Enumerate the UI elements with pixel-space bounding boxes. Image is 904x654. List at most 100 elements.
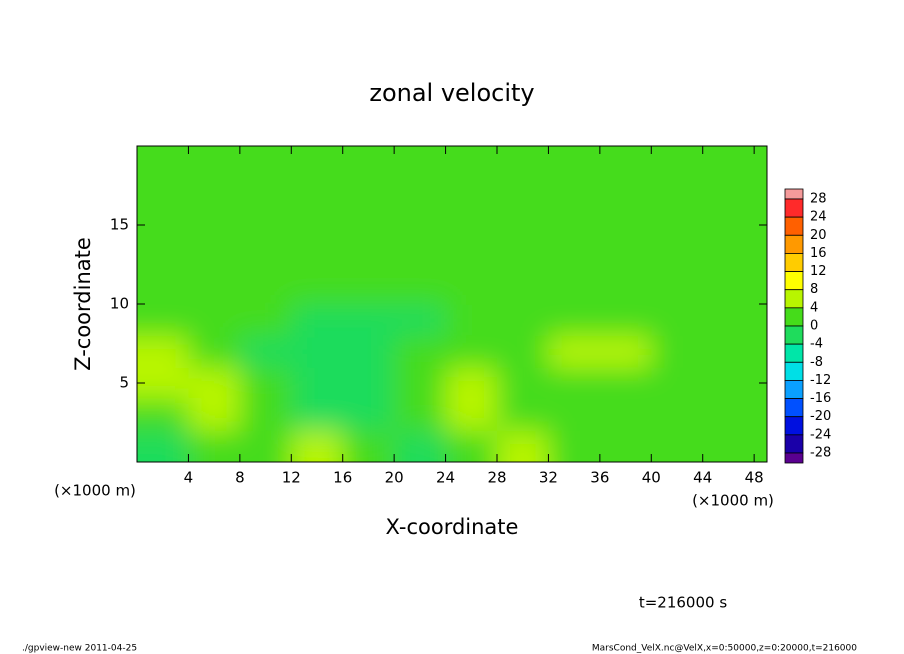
colorbar-tick-label: -4 [810, 337, 823, 352]
x-tick-label: 48 [745, 469, 764, 487]
colorbar-tick-label: -20 [810, 409, 831, 424]
x-tick-label: 4 [184, 469, 194, 487]
heatmap-cell [702, 304, 767, 337]
heatmap-cell [394, 272, 447, 305]
heatmap-cell [651, 335, 704, 368]
heatmap-cell [548, 272, 601, 305]
colorbar-tick-label: -16 [810, 391, 831, 406]
heatmap-cell [548, 304, 601, 337]
chart-title: zonal velocity [369, 79, 534, 107]
footer-left: ./gpview-new 2011-04-25 [22, 644, 137, 654]
heatmap-cell [137, 240, 189, 273]
heatmap-cell [445, 335, 498, 368]
heatmap-cell [291, 209, 344, 242]
heatmap-cell [497, 209, 549, 242]
colorbar-box [784, 271, 804, 291]
x-tick-label: 20 [385, 469, 404, 487]
heatmap-cell [599, 398, 652, 431]
heatmap-cell [291, 430, 344, 462]
heatmap-cell [239, 430, 292, 462]
heatmap-cell [599, 304, 652, 337]
heatmap-cell [137, 177, 189, 210]
heatmap-cell [651, 367, 704, 400]
heatmap-cell [497, 367, 549, 400]
heatmap-cell [497, 240, 549, 273]
heatmap-cell [137, 146, 189, 179]
heatmap-cell [188, 209, 241, 242]
heatmap-cell [188, 398, 241, 431]
heatmap-cell [342, 430, 395, 462]
heatmap-cell [239, 335, 292, 368]
y-tick-label: 10 [110, 295, 129, 313]
heatmap-cell [137, 430, 189, 462]
footer-right: MarsCond_VelX.nc@VelX,x=0:50000,z=0:2000… [592, 644, 857, 654]
heatmap-cell [188, 240, 241, 273]
heatmap-cell [548, 367, 601, 400]
heatmap-cell [497, 398, 549, 431]
y-tick-label: 15 [110, 216, 129, 234]
colorbar-box [784, 188, 804, 200]
colorbar-tick-label: 8 [810, 282, 818, 297]
colorbar-tick-label: -24 [810, 427, 831, 442]
heatmap-cell [394, 240, 447, 273]
heatmap-cell [291, 367, 344, 400]
x-tick-label: 40 [642, 469, 661, 487]
heatmap-cell [239, 272, 292, 305]
heatmap-cell [548, 398, 601, 431]
heatmap-cell [239, 398, 292, 431]
heatmap-cell [137, 209, 189, 242]
colorbar-box [784, 434, 804, 454]
heatmap-cell [188, 304, 241, 337]
heatmap-cell [188, 177, 241, 210]
colorbar-box [784, 307, 804, 327]
heatmap-cell [702, 398, 767, 431]
heatmap-cell [342, 240, 395, 273]
heatmap-cell [702, 209, 767, 242]
colorbar-tick-label: 16 [810, 246, 827, 261]
colorbar-box [784, 343, 804, 363]
heatmap-cell [342, 272, 395, 305]
heatmap-cell [342, 367, 395, 400]
heatmap-cell [239, 177, 292, 210]
heatmap-cell [702, 335, 767, 368]
colorbar-box [784, 380, 804, 399]
heatmap-cell [548, 240, 601, 273]
heatmap-cell [291, 177, 344, 210]
heatmap-cell [497, 272, 549, 305]
heatmap-cell [599, 335, 652, 368]
heatmap-cell [291, 272, 344, 305]
heatmap-cell [137, 398, 189, 431]
heatmap-cell [394, 335, 447, 368]
heatmap-cell [548, 335, 601, 368]
heatmap-cell [702, 177, 767, 210]
heatmap-cell [291, 304, 344, 337]
heatmap-cell [239, 240, 292, 273]
heatmap-cell [137, 335, 189, 368]
heatmap-cell [599, 430, 652, 462]
colorbar: 28 24 20 16 12 8 4 0 -4 -8 -12 -16 -20 -24 -28 [784, 188, 831, 464]
heatmap-cell [599, 240, 652, 273]
heatmap-cells [137, 146, 767, 462]
heatmap-cell [702, 367, 767, 400]
heatmap-cell [239, 209, 292, 242]
heatmap-cell [548, 209, 601, 242]
heatmap-cell [342, 335, 395, 368]
colorbar-tick-label: -8 [810, 355, 823, 370]
colorbar-tick-label: -12 [810, 373, 831, 388]
heatmap-cell [599, 272, 652, 305]
colorbar-box [784, 289, 804, 309]
heatmap-cell [188, 335, 241, 368]
colorbar-tick-label: 0 [810, 319, 818, 334]
y-tick-label: 5 [119, 374, 129, 392]
heatmap-cell [291, 335, 344, 368]
x-tick-label: 8 [235, 469, 245, 487]
heatmap-cell [394, 430, 447, 462]
colorbar-box [784, 198, 804, 218]
heatmap-cell [651, 398, 704, 431]
heatmap-cell [445, 398, 498, 431]
annotation: t=216000 s [639, 594, 727, 612]
colorbar-box [784, 253, 804, 272]
heatmap-cell [445, 177, 498, 210]
heatmap-cell [394, 146, 447, 179]
heatmap-cell [239, 304, 292, 337]
